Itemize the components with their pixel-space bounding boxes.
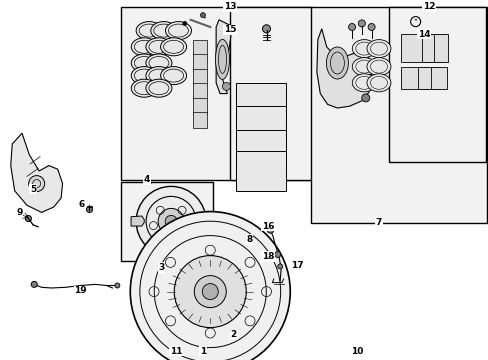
Circle shape bbox=[174, 256, 246, 328]
Ellipse shape bbox=[351, 58, 376, 76]
Bar bbox=[121, 7, 311, 180]
Circle shape bbox=[165, 215, 177, 228]
Circle shape bbox=[25, 216, 31, 221]
Text: 13: 13 bbox=[223, 2, 236, 11]
Ellipse shape bbox=[145, 79, 172, 97]
Text: 12: 12 bbox=[422, 2, 435, 11]
Text: 4: 4 bbox=[143, 175, 150, 184]
Text: 14: 14 bbox=[417, 30, 430, 39]
Ellipse shape bbox=[366, 40, 390, 58]
Text: 5: 5 bbox=[30, 184, 36, 194]
Bar bbox=[421, 34, 443, 62]
Bar bbox=[121, 182, 212, 261]
Bar bbox=[193, 69, 207, 85]
Circle shape bbox=[115, 283, 120, 288]
Ellipse shape bbox=[351, 74, 376, 92]
Ellipse shape bbox=[160, 38, 186, 56]
Circle shape bbox=[266, 226, 273, 233]
Bar bbox=[229, 7, 311, 180]
Circle shape bbox=[202, 284, 218, 300]
Text: 16: 16 bbox=[261, 222, 274, 231]
Circle shape bbox=[29, 176, 44, 192]
Circle shape bbox=[361, 94, 369, 102]
Polygon shape bbox=[131, 216, 144, 226]
Text: 3: 3 bbox=[158, 263, 164, 272]
Circle shape bbox=[158, 208, 184, 234]
Circle shape bbox=[262, 25, 270, 33]
Circle shape bbox=[277, 264, 282, 269]
Ellipse shape bbox=[131, 54, 157, 72]
Bar bbox=[235, 83, 285, 123]
Text: 18: 18 bbox=[261, 252, 274, 261]
Ellipse shape bbox=[165, 22, 191, 40]
Bar bbox=[235, 130, 285, 170]
Ellipse shape bbox=[136, 22, 162, 40]
Bar bbox=[235, 151, 285, 191]
Polygon shape bbox=[216, 20, 230, 94]
Ellipse shape bbox=[326, 47, 347, 79]
Text: 17: 17 bbox=[290, 261, 303, 270]
Ellipse shape bbox=[131, 38, 157, 56]
Ellipse shape bbox=[366, 74, 390, 92]
Bar bbox=[310, 7, 486, 223]
Circle shape bbox=[130, 212, 290, 360]
Circle shape bbox=[31, 282, 37, 287]
Circle shape bbox=[222, 82, 230, 90]
Ellipse shape bbox=[145, 54, 172, 72]
Circle shape bbox=[136, 186, 206, 256]
Text: 11: 11 bbox=[169, 346, 182, 356]
Polygon shape bbox=[11, 133, 62, 212]
Bar bbox=[193, 54, 207, 71]
Ellipse shape bbox=[145, 38, 172, 56]
Bar bbox=[430, 67, 447, 89]
Text: 19: 19 bbox=[74, 287, 87, 295]
Bar bbox=[400, 34, 432, 62]
Ellipse shape bbox=[366, 58, 390, 76]
Text: 9: 9 bbox=[16, 208, 23, 217]
Bar bbox=[235, 106, 285, 146]
Ellipse shape bbox=[131, 67, 157, 85]
Circle shape bbox=[200, 13, 205, 18]
Bar bbox=[388, 7, 485, 162]
Text: 15: 15 bbox=[223, 25, 236, 34]
Polygon shape bbox=[316, 29, 371, 108]
Text: 10: 10 bbox=[350, 346, 363, 356]
Bar bbox=[417, 67, 439, 89]
Circle shape bbox=[194, 276, 226, 307]
Text: 1: 1 bbox=[200, 346, 205, 356]
Text: 6: 6 bbox=[79, 199, 84, 208]
Text: 2: 2 bbox=[230, 330, 236, 339]
Circle shape bbox=[86, 207, 92, 212]
Ellipse shape bbox=[160, 67, 186, 85]
Bar bbox=[193, 112, 207, 128]
Bar bbox=[193, 98, 207, 114]
Ellipse shape bbox=[150, 22, 177, 40]
Circle shape bbox=[183, 21, 186, 26]
Text: 7: 7 bbox=[375, 218, 382, 227]
Bar bbox=[193, 40, 207, 56]
Circle shape bbox=[367, 23, 374, 31]
Ellipse shape bbox=[351, 40, 376, 58]
Ellipse shape bbox=[145, 67, 172, 85]
Bar bbox=[400, 67, 428, 89]
Circle shape bbox=[274, 252, 280, 257]
Ellipse shape bbox=[215, 39, 229, 80]
Circle shape bbox=[348, 23, 355, 31]
Bar bbox=[433, 34, 447, 62]
Circle shape bbox=[358, 20, 365, 27]
Bar bbox=[193, 83, 207, 99]
Ellipse shape bbox=[131, 79, 157, 97]
Text: 8: 8 bbox=[246, 235, 252, 244]
